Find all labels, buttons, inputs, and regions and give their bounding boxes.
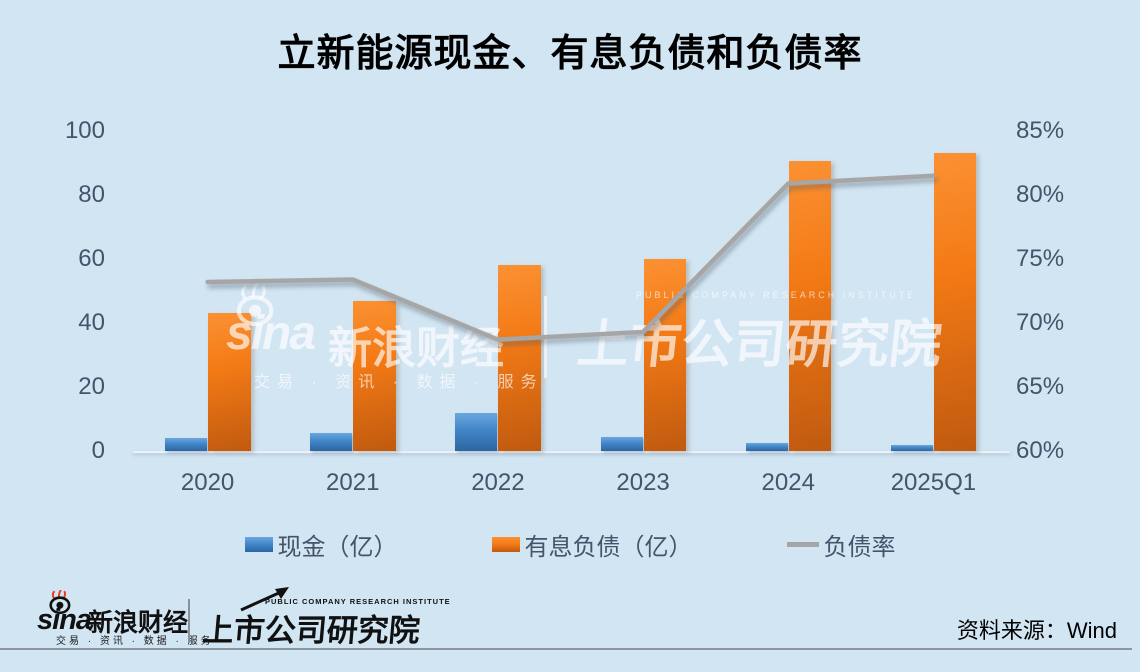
y-right-tick-85: 85% <box>1016 117 1065 144</box>
bar-debt-2020 <box>208 313 251 451</box>
debt-swatch-icon <box>491 537 520 552</box>
bar-debt-2025Q1 <box>933 153 977 451</box>
bar-cash-2023 <box>600 437 643 451</box>
legend: 现金（亿） 有息负债（亿） 负债率 <box>0 527 1140 562</box>
legend-label-cash: 现金（亿） <box>277 534 398 561</box>
legend-label-debt: 有息负债（亿） <box>524 534 693 561</box>
legend-item-ratio: 负债率 <box>786 527 896 562</box>
x-tick-label-2023: 2023 <box>616 469 670 496</box>
data-source: 资料来源：Wind <box>956 618 1117 643</box>
institute-en-text: PUBLIC COMPANY RESEARCH INSTITUTE <box>265 597 451 606</box>
x-tick-label-2025Q1: 2025Q1 <box>890 469 977 496</box>
ratio-line-swatch-icon <box>786 542 819 547</box>
y-left-tick-20: 20 <box>78 373 105 400</box>
sina-logo-text: sina <box>37 604 92 636</box>
x-tick-label-2020: 2020 <box>180 469 235 496</box>
bar-cash-2021 <box>310 432 353 451</box>
sina-cn-text: 新浪财经 <box>88 609 189 637</box>
y-left-tick-80: 80 <box>78 181 105 208</box>
y-left-tick-60: 60 <box>78 245 105 272</box>
legend-item-cash: 现金（亿） <box>244 527 398 562</box>
y-left-tick-0: 0 <box>91 437 105 464</box>
footer-logos: sina 新浪财经 交易 · 资讯 · 数据 · 服务 PUBLIC COMPA… <box>35 586 450 648</box>
bar-debt-2021 <box>353 300 396 451</box>
legend-item-debt: 有息负债（亿） <box>491 527 693 562</box>
y-right-tick-60: 60% <box>1016 437 1065 464</box>
x-tick-label-2024: 2024 <box>761 469 815 496</box>
plot-area <box>133 131 1010 453</box>
bar-debt-2024 <box>788 161 832 451</box>
y-right-tick-80: 80% <box>1016 181 1065 208</box>
y-left-tick-100: 100 <box>64 117 105 144</box>
sina-tagline: 交易 · 资讯 · 数据 · 服务 <box>56 636 214 647</box>
x-tick-label-2022: 2022 <box>471 469 525 496</box>
y-right-tick-75: 75% <box>1016 245 1065 272</box>
bar-debt-2022 <box>498 265 541 451</box>
footer-rule <box>0 648 1132 650</box>
bar-debt-2023 <box>643 259 687 451</box>
bar-cash-2024 <box>745 442 788 451</box>
x-axis-line <box>133 451 1010 453</box>
y-right-tick-65: 65% <box>1016 373 1065 400</box>
bar-cash-2025Q1 <box>890 444 933 451</box>
footer-divider <box>188 599 190 643</box>
cash-swatch-icon <box>244 537 273 552</box>
legend-label-ratio: 负债率 <box>823 534 896 561</box>
chart-title: 立新能源现金、有息负债和负债率 <box>277 33 863 75</box>
y-right-tick-70: 70% <box>1016 309 1065 336</box>
institute-text: 上市公司研究院 <box>201 613 422 648</box>
sina-eye-icon <box>49 590 71 614</box>
x-tick-label-2021: 2021 <box>326 469 380 496</box>
arrow-icon <box>240 587 289 612</box>
y-left-tick-40: 40 <box>78 309 105 336</box>
debt-ratio-line <box>205 173 936 342</box>
bar-cash-2020 <box>165 438 208 451</box>
bar-cash-2022 <box>455 412 498 451</box>
